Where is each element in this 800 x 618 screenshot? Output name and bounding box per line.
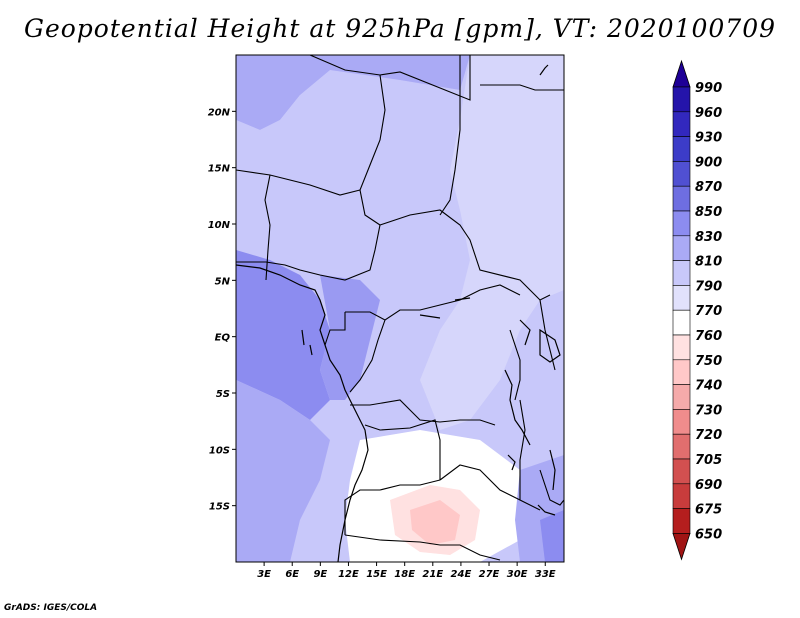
lat-tick-label: 5S [216, 389, 230, 400]
lon-tick-label: 6E [285, 569, 299, 580]
colorbar-level-label: 675 [695, 503, 722, 518]
colorbar-level-label: 900 [695, 155, 722, 170]
map-frame [235, 54, 565, 563]
colorbar-swatch [672, 285, 691, 311]
country-borders [236, 55, 564, 561]
colorbar-swatch [672, 384, 691, 410]
colorbar-level-label: 650 [695, 527, 722, 542]
colorbar: 990 960 930 900 870 850 830 810 790 770 760 750 740 7… [672, 59, 722, 561]
colorbar-level-label: 705 [695, 453, 722, 468]
colorbar-swatch [672, 260, 691, 286]
lat-tick-label: EQ [215, 333, 231, 344]
lon-tick-label: 12E [338, 569, 359, 580]
colorbar-swatch [672, 433, 691, 460]
colorbar-swatch [672, 210, 691, 237]
colorbar-swatch [672, 235, 691, 261]
colorbar-level-label: 810 [695, 255, 722, 270]
colorbar-level-label: 960 [695, 106, 722, 121]
lat-tick-label: 15S [209, 502, 230, 513]
credit-text: GrADS: IGES/COLA [4, 603, 98, 613]
field-se-830 [540, 510, 564, 562]
field-east-770-780 [420, 55, 564, 430]
colorbar-level-label: 750 [695, 354, 722, 369]
lon-tick-label: 18E [394, 569, 415, 580]
colorbar-level-label: 760 [695, 329, 722, 344]
colorbar-level-label: 870 [695, 180, 722, 195]
colorbar-level-label: 690 [695, 478, 722, 493]
lon-tick-label: 30E [507, 569, 528, 580]
lat-tick-label: 20N [208, 107, 231, 118]
colorbar-level-label: 720 [695, 428, 722, 443]
colorbar-swatch [672, 185, 691, 212]
lon-tick-label: 9E [313, 569, 327, 580]
colorbar-swatch [672, 483, 691, 509]
colorbar-level-label: 740 [695, 379, 722, 394]
field-gabon-820 [320, 275, 380, 400]
colorbar-level-label: 830 [695, 230, 722, 245]
colorbar-level-label: 730 [695, 403, 722, 418]
colorbar-swatch [672, 136, 691, 162]
colorbar-swatch [672, 409, 691, 435]
lon-tick-label: 3E [257, 569, 271, 580]
field-north-810 [236, 55, 470, 130]
lat-tick-label: 10N [208, 220, 231, 231]
colorbar-swatch [672, 458, 691, 485]
colorbar-swatch [672, 309, 691, 336]
colorbar-level-label: 990 [695, 81, 722, 96]
colorbar-arrow-bottom [672, 533, 691, 561]
height-field [236, 55, 564, 562]
coastline [236, 64, 561, 562]
lon-tick-label: 15E [366, 569, 387, 580]
field-south-740 [410, 500, 460, 545]
colorbar-swatch [672, 508, 691, 534]
lat-tick-label: 5N [215, 276, 231, 287]
field-sw-810 [236, 380, 330, 562]
lat-tick-label: 15N [208, 164, 231, 175]
colorbar-level-label: 850 [695, 205, 722, 220]
lon-tick-label: 33E [535, 569, 556, 580]
map-axes: 3E 6E 9E 12E 15E 18E 21E 24E 27E 30E 33E 20N 15N 10N 5… [208, 107, 556, 580]
colorbar-swatch [672, 161, 691, 187]
chart-title: Geopotential Height at 925hPa [gpm], VT:… [23, 14, 777, 43]
colorbar-level-label: 770 [695, 304, 722, 319]
colorbar-level-label: 790 [695, 279, 722, 294]
colorbar-level-label: 930 [695, 131, 722, 146]
colorbar-swatch [672, 86, 691, 113]
colorbar-swatch [672, 359, 691, 385]
colorbar-swatch [672, 111, 691, 137]
colorbar-swatch [672, 334, 691, 361]
lon-tick-label: 24E [451, 569, 472, 580]
field-nw-790 [236, 95, 310, 170]
lat-tick-label: 10S [209, 445, 230, 456]
field-atlantic-830 [236, 250, 330, 420]
colorbar-arrow-top [672, 59, 691, 88]
lon-tick-label: 27E [479, 569, 500, 580]
lon-tick-label: 21E [422, 569, 443, 580]
